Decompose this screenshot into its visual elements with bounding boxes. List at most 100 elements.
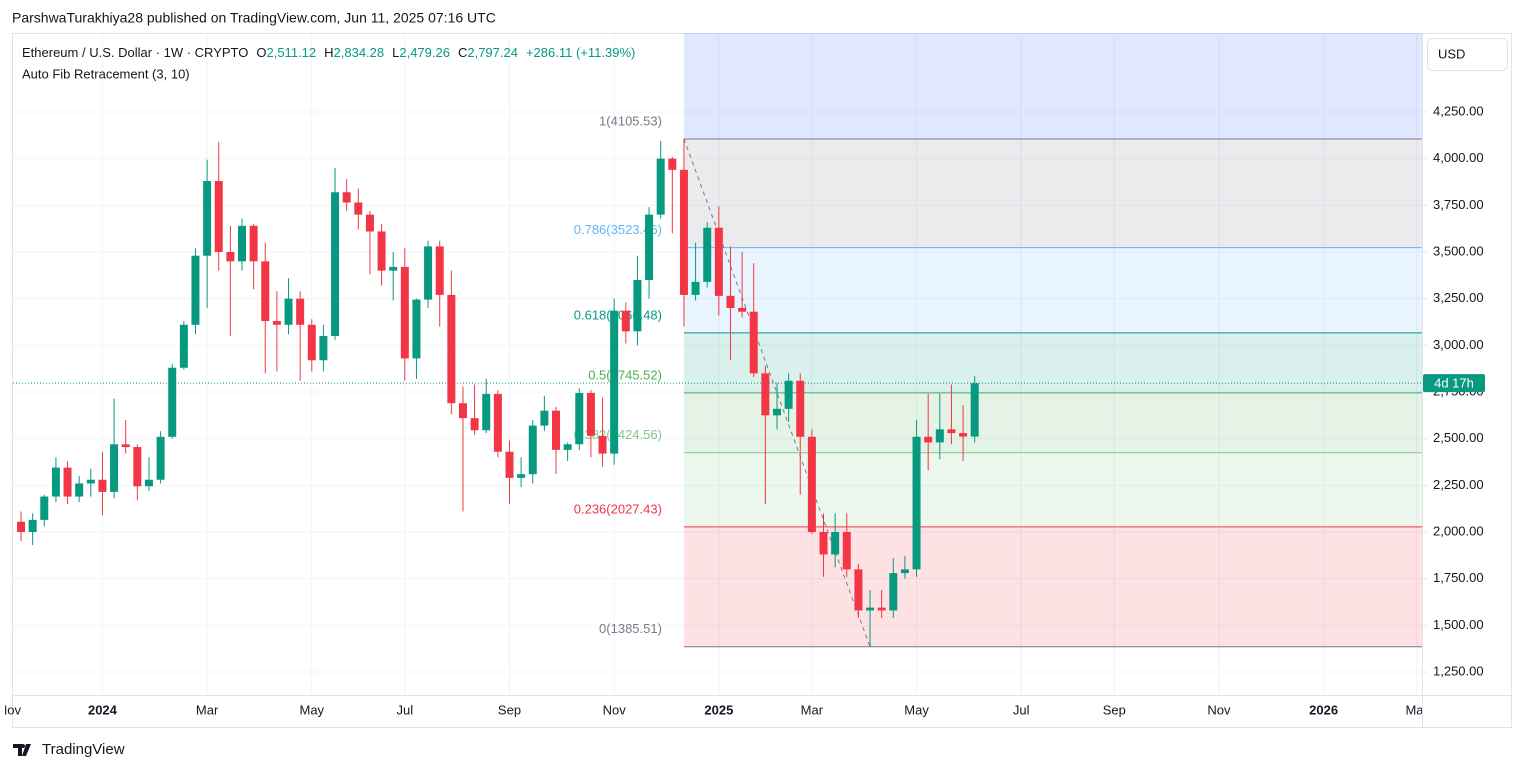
candle-body <box>889 573 898 611</box>
candle-body <box>249 225 258 262</box>
fib-level-label: 0.5(2745.52) <box>588 367 662 382</box>
x-tick-label: 2024 <box>88 702 118 717</box>
currency-label[interactable]: USD <box>1438 46 1465 61</box>
x-tick-label: Nov <box>1207 702 1231 717</box>
candle-body <box>237 225 246 262</box>
legend-line: Ethereum / U.S. Dollar · 1W · CRYPTO O2,5… <box>22 45 635 60</box>
fib-trend-line <box>683 138 871 647</box>
fib-level-label: 0.236(2027.43) <box>574 501 662 516</box>
candle-body <box>540 410 549 426</box>
candle-body <box>586 392 595 436</box>
x-tick-label: 2025 <box>704 702 733 717</box>
candle-body <box>284 298 293 325</box>
fib-band <box>683 452 1422 527</box>
candle-body <box>598 435 607 454</box>
x-tick-label: May <box>904 702 929 717</box>
candle-body <box>342 192 351 203</box>
candle-body <box>517 474 526 478</box>
candle-body <box>191 255 200 325</box>
candle-body <box>621 310 630 332</box>
candle-body <box>203 181 212 256</box>
tradingview-logo: TradingView <box>13 741 125 758</box>
candle-body <box>552 410 561 450</box>
y-tick-label: 1,250.00 <box>1433 663 1484 678</box>
candle-body <box>63 467 72 497</box>
low-label: L <box>392 45 399 60</box>
countdown-label: 4d 17h <box>1434 376 1474 391</box>
candle-body <box>28 519 37 533</box>
candle-body <box>144 479 153 487</box>
x-tick-label: Nov <box>603 702 627 717</box>
candles <box>13 138 1422 647</box>
candle-body <box>51 467 60 497</box>
logo-text: TradingView <box>42 741 125 758</box>
y-tick-label: 2,250.00 <box>1433 477 1484 492</box>
candle-body <box>458 403 467 419</box>
low-value: 2,479.26 <box>399 45 450 60</box>
y-tick-label: 3,000.00 <box>1433 337 1484 352</box>
countdown-box <box>1423 374 1485 393</box>
candle-body <box>121 444 130 448</box>
candle-body <box>75 483 84 497</box>
candle-body <box>168 367 177 437</box>
y-tick-label: 3,750.00 <box>1433 197 1484 212</box>
y-tick-label: 3,250.00 <box>1433 290 1484 305</box>
x-tick-label: Jul <box>1013 702 1030 717</box>
candle-body <box>528 425 537 475</box>
fib-band <box>683 526 1422 647</box>
candle-body <box>924 436 933 443</box>
candle-body <box>842 532 851 570</box>
y-axis: 1,250.00 1,500.00 1,750.00 2,000.00 2,250.00… <box>1422 103 1485 678</box>
candle-body <box>807 436 816 533</box>
candle-body <box>389 266 398 271</box>
candle-body <box>86 479 95 484</box>
candle-body <box>761 373 770 416</box>
open-label: O <box>256 45 266 60</box>
candle-body <box>563 444 572 450</box>
fib-level-label: 1(4105.53) <box>599 113 662 128</box>
candle-body <box>772 408 781 416</box>
fib-band <box>683 247 1422 333</box>
candle-body <box>866 607 875 611</box>
currency-button[interactable] <box>1427 38 1508 71</box>
candle-body <box>610 310 619 454</box>
candle-body <box>377 231 386 271</box>
close-value: 2,797.24 <box>467 45 518 60</box>
high-value: 2,834.28 <box>334 45 385 60</box>
x-axis: Nov 2024 Mar May Jul Sep Nov 2025 Mar May Jul Sep No… <box>5 702 1422 717</box>
change-value: +286.11 (+11.39%) <box>526 45 635 60</box>
x-tick-label: Mar <box>801 702 824 717</box>
candle-body <box>854 569 863 611</box>
candle-body <box>738 307 747 312</box>
candle-body <box>959 433 968 437</box>
candle-body <box>947 429 956 434</box>
y-tick-label: 3,500.00 <box>1433 243 1484 258</box>
y-tick-label: 2,500.00 <box>1433 430 1484 445</box>
candle-body <box>645 214 654 280</box>
candle-body <box>156 436 165 480</box>
y-tick-label: 1,750.00 <box>1433 570 1484 585</box>
candle-body <box>447 294 456 404</box>
candle-body <box>133 447 142 487</box>
candle-body <box>226 251 235 262</box>
x-tick-label: Jul <box>397 702 414 717</box>
x-tick-label: May <box>299 702 324 717</box>
candle-body <box>296 298 305 325</box>
candle-body <box>319 335 328 361</box>
fib-band <box>683 332 1422 393</box>
candle-body <box>412 299 421 359</box>
candle-body <box>272 321 281 325</box>
candle-body <box>435 246 444 295</box>
open-value: 2,511.12 <box>266 45 316 60</box>
candle-body <box>900 569 909 574</box>
fib-band-extension <box>683 33 1422 139</box>
fib-band <box>683 138 1422 248</box>
fib-level-label: 0(1385.51) <box>599 621 662 636</box>
x-tick-label: 2026 <box>1309 702 1338 717</box>
candle-body <box>668 158 677 170</box>
candle-body <box>935 429 944 443</box>
candle-body <box>831 532 840 555</box>
